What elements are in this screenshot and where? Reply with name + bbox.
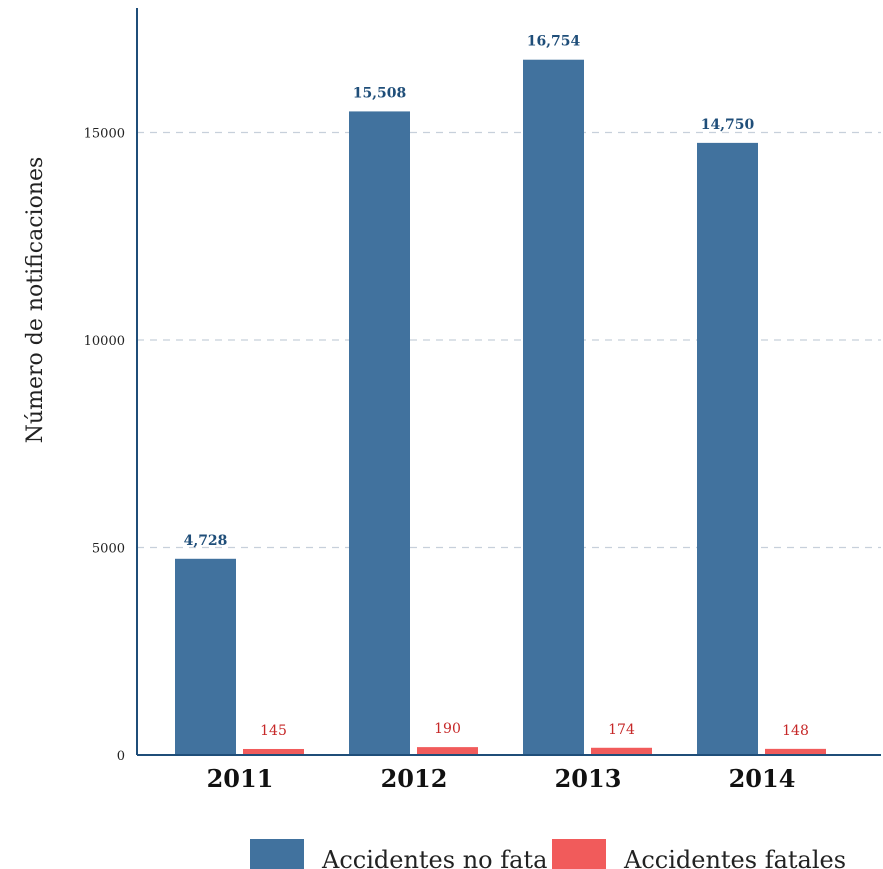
y-tick-labels: 0 5000 10000 15000: [84, 127, 125, 765]
bar-non-fatal: [523, 59, 584, 756]
bar-fatal: [243, 748, 304, 755]
x-tick-labels: 2011 2012 2013 2014: [207, 764, 796, 793]
legend: Accidentes no fata Accidentes fatales: [250, 839, 846, 869]
bar-non-fatal: [175, 558, 236, 755]
data-label-fatal: 145: [260, 723, 287, 739]
y-tick-label: 15000: [84, 127, 125, 142]
y-axis-label: Número de notificaciones: [23, 157, 48, 444]
legend-label-fatal: Accidentes fatales: [623, 846, 846, 869]
y-tick-label: 5000: [92, 542, 125, 557]
x-tick-label: 2012: [381, 764, 448, 793]
y-tick-label: 0: [117, 749, 125, 764]
bar-fatal: [765, 748, 826, 755]
data-label-non-fatal: 4,728: [184, 533, 228, 549]
bar-fatal: [417, 747, 478, 755]
legend-label-non-fatal: Accidentes no fata: [321, 846, 547, 869]
bar-non-fatal: [349, 111, 410, 756]
data-labels: 4,728 145 15,508 190 16,754 174 14,750 148: [184, 34, 809, 739]
bar-fatal: [591, 747, 652, 755]
x-tick-label: 2013: [555, 764, 622, 793]
axes: [136, 8, 881, 756]
data-label-non-fatal: 14,750: [701, 117, 755, 133]
data-label-non-fatal: 16,754: [527, 34, 581, 50]
bar-non-fatal: [697, 142, 758, 755]
x-tick-label: 2011: [207, 764, 274, 793]
data-label-fatal: 190: [434, 721, 461, 737]
legend-swatch-non-fatal: [250, 839, 304, 869]
gridlines: [137, 131, 881, 549]
data-label-non-fatal: 15,508: [353, 85, 407, 101]
data-label-fatal: 174: [608, 722, 635, 738]
legend-swatch-fatal: [552, 839, 606, 869]
x-tick-label: 2014: [729, 764, 796, 793]
bars: [175, 59, 826, 756]
data-label-fatal: 148: [782, 723, 809, 739]
y-tick-label: 10000: [84, 334, 125, 349]
